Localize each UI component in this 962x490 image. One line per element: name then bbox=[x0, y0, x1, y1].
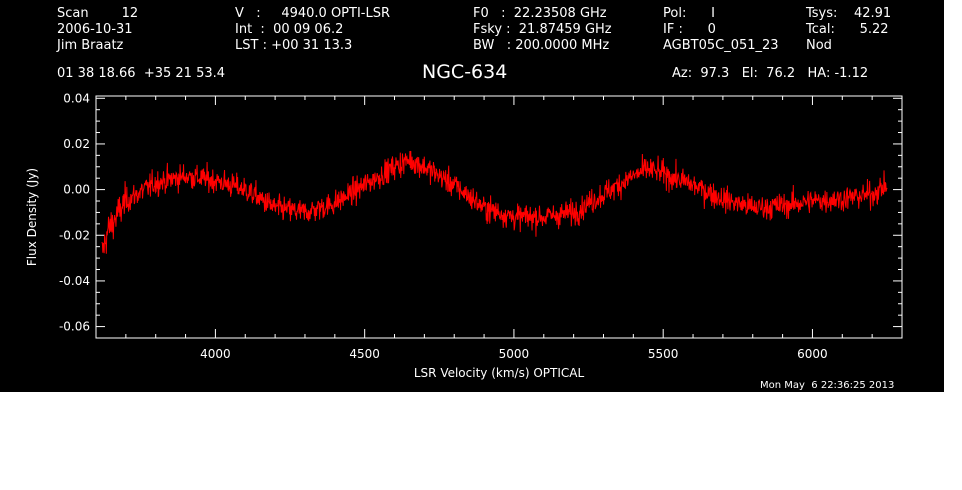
spectrum-chart: 4000 4500 5000 5500 6000 -0.06 -0.04 -0.02 0.00 0… bbox=[25, 91, 903, 380]
header-pol: Pol: I bbox=[663, 6, 715, 21]
x-tick-label: 6000 bbox=[797, 347, 828, 361]
header-az-el-ha: Az: 97.3 El: 76.2 HA: -1.12 bbox=[672, 66, 869, 81]
y-tick-label: 0.04 bbox=[63, 91, 90, 105]
header-f0: F0 : 22.23508 GHz bbox=[473, 6, 607, 21]
x-axis-label: LSR Velocity (km/s) OPTICAL bbox=[414, 366, 585, 380]
y-tick-label: 0.00 bbox=[63, 183, 90, 197]
header-date: 2006-10-31 bbox=[57, 22, 133, 37]
header-tsys: Tsys: 42.91 bbox=[806, 6, 892, 21]
chart-title: NGC-634 bbox=[422, 61, 508, 83]
header-fsky: Fsky : 21.87459 GHz bbox=[473, 22, 612, 37]
y-tick-label: -0.02 bbox=[59, 228, 90, 242]
header-if: IF : 0 bbox=[663, 22, 716, 37]
y-axis-label: Flux Density (Jy) bbox=[25, 168, 39, 266]
header-lst: LST : +00 31 13.3 bbox=[235, 38, 353, 53]
plot-frame bbox=[95, 95, 903, 339]
x-tick-label: 4000 bbox=[200, 347, 231, 361]
header-project: AGBT05C_051_23 bbox=[663, 38, 779, 53]
spectrum-line bbox=[101, 150, 888, 254]
header-nod: Nod bbox=[806, 38, 832, 53]
header-bw: BW : 200.0000 MHz bbox=[473, 38, 610, 53]
header-coordinates: 01 38 18.66 +35 21 53.4 bbox=[57, 66, 226, 81]
header-integration: Int : 00 09 06.2 bbox=[235, 22, 344, 37]
y-tick-label: -0.04 bbox=[59, 274, 90, 288]
plot-panel: Scan 12 2006-10-31 Jim Braatz V : 4940.0… bbox=[0, 0, 944, 392]
y-tick-label: 0.02 bbox=[63, 137, 90, 151]
x-tick-label: 5000 bbox=[499, 347, 530, 361]
x-tick-label: 4500 bbox=[349, 347, 380, 361]
header-velocity: V : 4940.0 OPTI-LSR bbox=[235, 6, 391, 21]
header-observer: Jim Braatz bbox=[57, 38, 124, 53]
timestamp: Mon May 6 22:36:25 2013 bbox=[760, 380, 895, 391]
header-scan: Scan 12 bbox=[57, 6, 139, 21]
x-tick-label: 5500 bbox=[648, 347, 679, 361]
header-tcal: Tcal: 5.22 bbox=[806, 22, 889, 37]
y-tick-label: -0.06 bbox=[59, 320, 90, 334]
